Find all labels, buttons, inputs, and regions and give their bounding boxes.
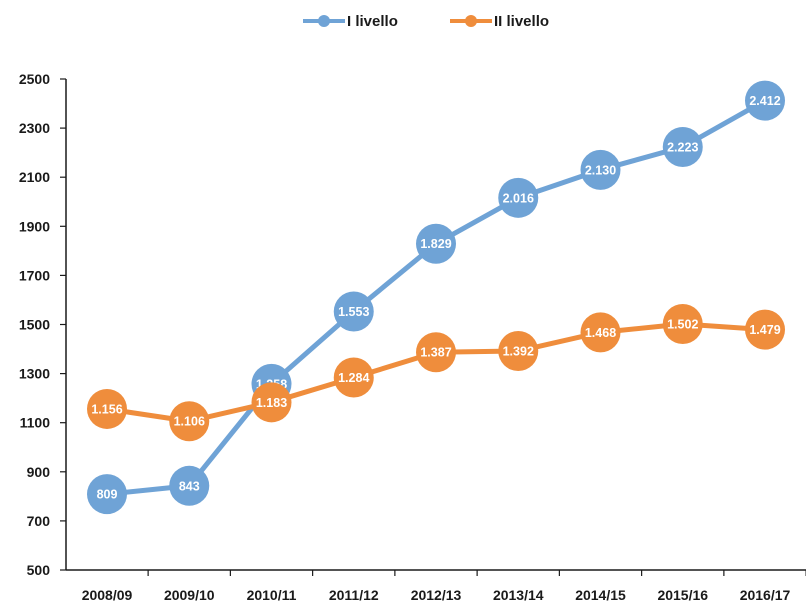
y-tick-label: 2100 [19, 169, 50, 185]
legend-marker [318, 15, 330, 27]
y-tick-label: 500 [27, 562, 51, 578]
x-tick-label: 2013/14 [493, 587, 544, 603]
data-label: 1.479 [749, 323, 780, 337]
data-label: 843 [179, 479, 200, 493]
legend-marker [465, 15, 477, 27]
data-label: 1.502 [667, 318, 698, 332]
legend-item: II livello [450, 13, 549, 30]
data-label: 809 [97, 488, 118, 502]
x-tick-label: 2010/11 [247, 587, 297, 603]
x-tick-label: 2015/16 [657, 587, 708, 603]
y-tick-label: 1100 [20, 415, 51, 431]
y-tick-label: 2300 [19, 120, 50, 136]
x-tick-label: 2009/10 [164, 587, 215, 603]
y-tick-label: 1700 [19, 267, 50, 283]
y-tick-label: 1500 [19, 317, 50, 333]
data-point [662, 304, 703, 345]
x-tick-label: 2016/17 [740, 587, 791, 603]
legend-label: II livello [494, 13, 549, 30]
data-label: 1.392 [503, 345, 534, 359]
data-label: 1.829 [420, 237, 451, 251]
data-point [416, 332, 456, 373]
y-axis-ticks: 500 700 900 1100 1300 1500 1700 1900 2100 2300 250… [19, 71, 66, 578]
data-point [333, 357, 374, 398]
data-point [580, 149, 621, 190]
x-tick-label: 2014/15 [575, 587, 626, 603]
data-point [662, 127, 703, 168]
x-tick-label: 2011/12 [329, 587, 379, 603]
data-label: 1.156 [91, 402, 122, 416]
data-point [416, 223, 456, 264]
legend-item: I livello [303, 13, 398, 30]
data-label: 1.468 [585, 326, 616, 340]
data-point [498, 331, 539, 372]
series-line [104, 98, 768, 497]
legend-label: I livello [347, 13, 398, 30]
x-tick-label: 2012/13 [411, 587, 462, 603]
data-point [251, 382, 292, 423]
data-point [169, 465, 210, 506]
y-tick-label: 700 [27, 513, 51, 529]
data-label: 1.106 [174, 415, 205, 429]
data-point [498, 177, 539, 218]
data-label: 1.284 [338, 371, 369, 385]
data-label: 2.130 [585, 163, 616, 177]
data-label: 2.016 [503, 191, 534, 205]
data-label: 1.553 [338, 305, 369, 319]
x-tick-label: 2008/09 [82, 587, 133, 603]
legend: I livello II livello [303, 13, 549, 30]
data-label: 1.183 [256, 396, 287, 410]
y-tick-label: 1900 [19, 218, 50, 234]
data-point [745, 80, 785, 121]
series-points: 8098431.2581.5531.8292.0162.1302.2232.41… [87, 80, 785, 515]
data-label: 2.223 [667, 141, 698, 155]
data-point [169, 401, 210, 442]
data-label: 2.412 [749, 94, 780, 108]
data-label: 1.387 [420, 346, 451, 360]
data-point [87, 474, 127, 515]
series-points: 1.156 1.106 1.183 1.284 1.387 1.392 1.468 1.502… [87, 304, 785, 442]
data-point [580, 312, 621, 353]
series-group: 8098431.2581.5531.8292.0162.1302.2232.41… [87, 80, 785, 515]
y-tick-label: 900 [27, 464, 51, 480]
y-tick-label: 1300 [19, 366, 50, 382]
data-point [333, 291, 374, 332]
y-tick-label: 2500 [19, 71, 50, 87]
data-point [745, 309, 785, 350]
data-point [87, 388, 127, 429]
x-axis-ticks: 2008/09 2009/10 2010/11 2011/12 2012/13 2013/… [82, 570, 806, 603]
